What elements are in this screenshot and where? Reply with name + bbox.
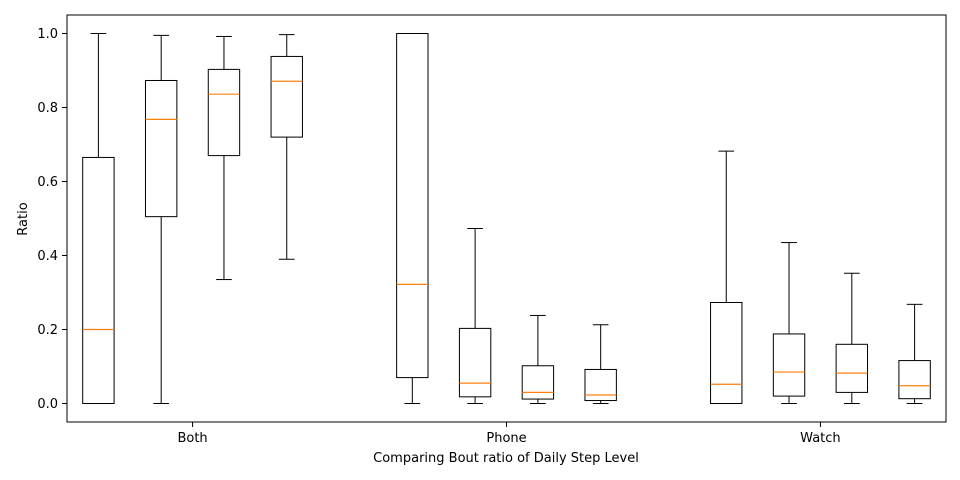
x-axis: Both Phone Watch — [177, 422, 841, 446]
y-tick-label: 0.8 — [37, 101, 58, 116]
box-watch-2 — [772, 242, 806, 404]
box-iqr — [144, 79, 178, 218]
y-tick-label: 0.4 — [37, 249, 58, 264]
box-watch-1 — [710, 150, 743, 404]
x-tick-label: Both — [177, 431, 207, 446]
box-watch-3 — [835, 272, 869, 404]
y-tick-label: 0.6 — [37, 175, 58, 190]
box-phone-3 — [521, 314, 555, 404]
box-iqr — [396, 33, 429, 379]
x-tick-label: Phone — [486, 431, 526, 446]
x-axis-title: Comparing Bout ratio of Daily Step Level — [373, 451, 639, 466]
box-both-1 — [82, 33, 115, 404]
box-group-layer — [82, 33, 931, 404]
box-both-2 — [144, 34, 178, 404]
box-iqr — [584, 368, 617, 402]
box-iqr — [772, 333, 806, 397]
box-iqr — [898, 360, 931, 400]
box-both-3 — [207, 35, 241, 281]
box-phone-2 — [458, 227, 492, 404]
box-phone-4 — [584, 324, 617, 404]
y-tick-label: 0.0 — [37, 397, 58, 412]
y-axis-title: Ratio — [16, 202, 31, 235]
box-iqr — [710, 301, 743, 404]
plot-frame — [66, 14, 947, 423]
box-iqr — [835, 343, 869, 393]
y-axis: 0.0 0.2 0.4 0.6 0.8 1.0 — [37, 27, 67, 412]
box-watch-4 — [898, 303, 931, 404]
box-both-4 — [270, 34, 303, 260]
y-tick-label: 1.0 — [37, 27, 58, 42]
box-iqr — [82, 156, 115, 404]
x-tick-label: Watch — [800, 431, 840, 446]
box-phone-1 — [396, 33, 429, 404]
box-iqr — [458, 327, 492, 398]
y-tick-label: 0.2 — [37, 323, 58, 338]
box-iqr — [521, 365, 555, 400]
box-iqr — [207, 68, 241, 157]
box-iqr — [270, 55, 303, 138]
